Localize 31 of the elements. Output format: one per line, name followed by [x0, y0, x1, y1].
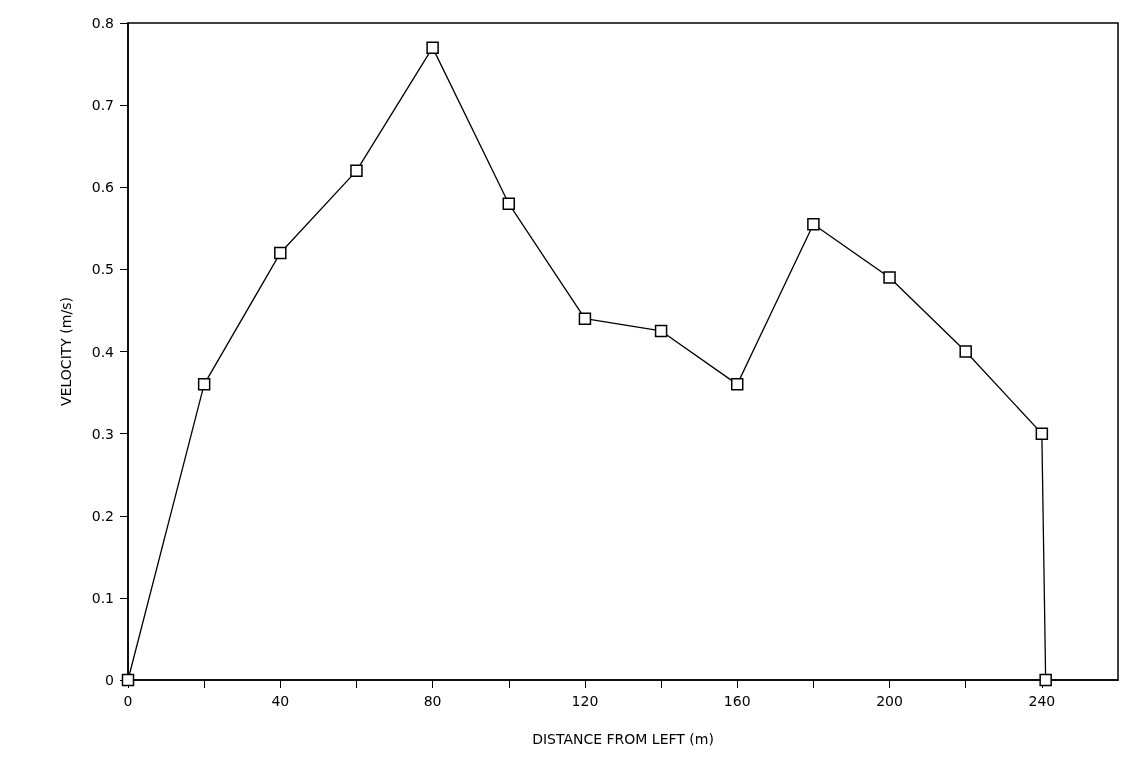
x-tick-label: 40 — [271, 693, 290, 709]
point — [730, 378, 744, 391]
x-tick-label: 80 — [423, 693, 442, 709]
point — [1039, 673, 1052, 687]
x-tick-label: 240 — [1028, 693, 1056, 709]
point — [502, 197, 516, 210]
x-tick-label: 0 — [123, 693, 133, 709]
y-tick-label: 0.2 — [91, 507, 114, 524]
point — [197, 378, 211, 391]
y-tick-label: 0.7 — [91, 97, 114, 114]
point — [350, 164, 363, 178]
x-tick-label: 120 — [571, 693, 599, 709]
point — [883, 271, 896, 284]
point — [426, 41, 439, 54]
y-tick-label: 0 — [105, 672, 114, 688]
point — [959, 345, 972, 358]
y-tick-label: 0.3 — [91, 425, 114, 442]
y-tick-label: 0.4 — [91, 343, 115, 360]
point — [578, 312, 592, 325]
point — [274, 246, 287, 260]
y-tick-label: 0.6 — [91, 179, 115, 196]
y-tick-label: 0.8 — [91, 15, 114, 31]
y-tick-label: 0.1 — [91, 589, 114, 606]
y-axis-title: VELOCITY (m/s) — [58, 297, 74, 406]
point — [654, 324, 668, 338]
x-tick-label: 200 — [876, 693, 903, 709]
x-axis-title: DISTANCE FROM LEFT (m) — [532, 731, 714, 747]
x-tick-label: 160 — [723, 693, 751, 709]
point — [1035, 427, 1049, 440]
y-tick-label: 0.5 — [91, 261, 114, 278]
point — [807, 217, 820, 231]
